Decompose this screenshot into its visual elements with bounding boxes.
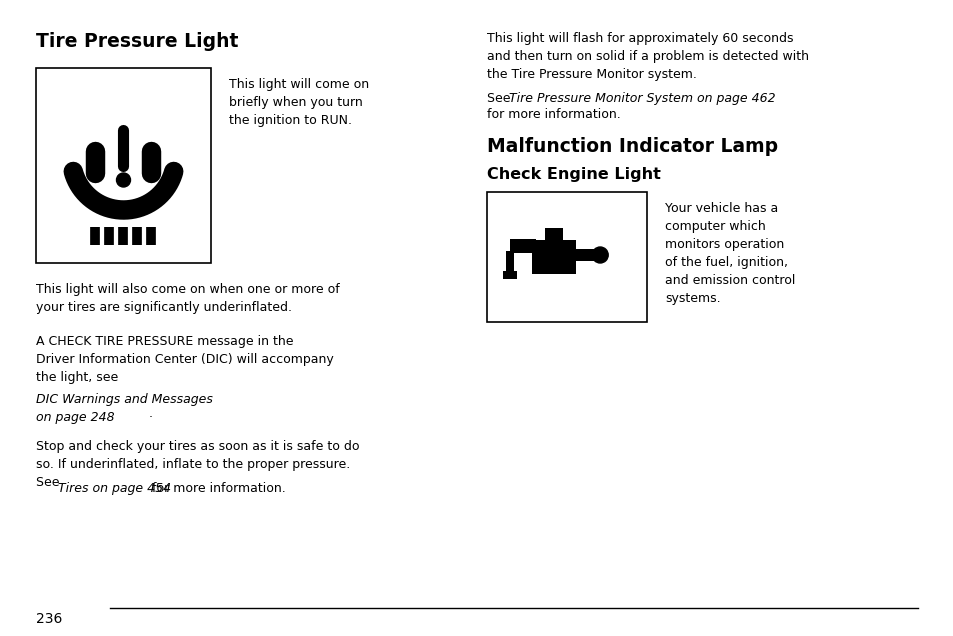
Circle shape — [592, 247, 608, 263]
Text: This light will come on
briefly when you turn
the ignition to RUN.: This light will come on briefly when you… — [229, 78, 369, 127]
Text: Tire Pressure Light: Tire Pressure Light — [36, 32, 238, 51]
Text: This light will flash for approximately 60 seconds
and then turn on solid if a p: This light will flash for approximately … — [486, 32, 808, 81]
Text: Stop and check your tires as soon as it is safe to do
so. If underinflated, infl: Stop and check your tires as soon as it … — [36, 440, 359, 489]
Text: DIC Warnings and Messages
on page 248: DIC Warnings and Messages on page 248 — [36, 393, 213, 424]
Text: Check Engine Light: Check Engine Light — [486, 167, 660, 182]
Bar — [502, 271, 517, 279]
Text: Tires on page 454: Tires on page 454 — [58, 482, 171, 495]
Text: .: . — [149, 407, 152, 420]
Bar — [544, 228, 562, 240]
Text: Your vehicle has a
computer which
monitors operation
of the fuel, ignition,
and : Your vehicle has a computer which monito… — [664, 202, 795, 305]
Bar — [576, 249, 594, 261]
Text: for more information.: for more information. — [486, 108, 620, 121]
Bar — [486, 192, 646, 322]
Text: Tire Pressure Monitor System on page 462: Tire Pressure Monitor System on page 462 — [509, 92, 775, 105]
Text: This light will also come on when one or more of
your tires are significantly un: This light will also come on when one or… — [36, 283, 339, 314]
Text: Malfunction Indicator Lamp: Malfunction Indicator Lamp — [486, 137, 778, 156]
Text: for more information.: for more information. — [148, 482, 286, 495]
Circle shape — [116, 173, 131, 187]
Bar — [506, 251, 514, 271]
Text: 236: 236 — [36, 612, 62, 626]
Bar — [510, 239, 536, 253]
Bar — [36, 68, 211, 263]
Bar — [532, 240, 576, 274]
Text: See: See — [486, 92, 514, 105]
Text: A CHECK TIRE PRESSURE message in the
Driver Information Center (DIC) will accomp: A CHECK TIRE PRESSURE message in the Dri… — [36, 335, 334, 384]
